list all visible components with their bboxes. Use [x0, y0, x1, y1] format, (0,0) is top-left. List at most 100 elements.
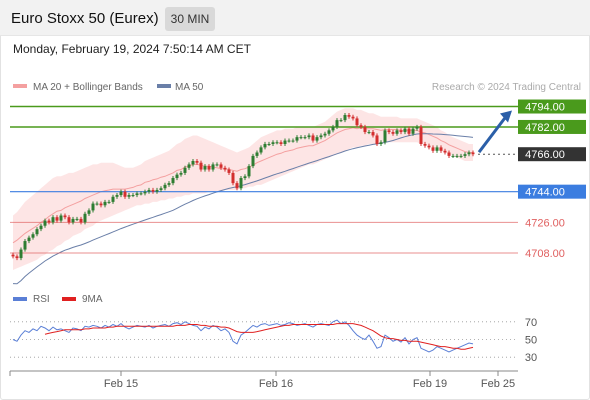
ma50-line	[12, 133, 474, 285]
candle-body	[379, 142, 383, 144]
candle-body	[355, 118, 359, 126]
candle-body	[427, 145, 431, 148]
candle-body	[383, 130, 387, 143]
x-axis-tick-label: Feb 15	[104, 378, 138, 390]
candle-body	[167, 183, 171, 185]
candle-body	[83, 213, 87, 223]
candle-body	[183, 167, 187, 173]
candle-body	[31, 234, 35, 238]
price-level-label: 4708.00	[525, 248, 565, 260]
candle-body	[199, 162, 203, 170]
price-level-label: 4782.00	[525, 122, 565, 134]
candle-body	[87, 210, 91, 214]
candle-body	[339, 120, 343, 122]
candle-body	[71, 218, 75, 223]
rsi-ma-line	[44, 323, 474, 350]
instrument-title: Euro Stoxx 50 (Eurex)	[11, 10, 159, 27]
candle-body	[299, 137, 303, 139]
candle-body	[115, 195, 119, 197]
candle-body	[411, 128, 415, 134]
rsi-ma-legend-swatch	[62, 297, 76, 301]
price-level-tag	[518, 147, 586, 162]
candle-body	[211, 164, 215, 170]
candle-body	[163, 184, 167, 189]
x-axis: Feb 15 Feb 16 Feb 19 Feb 25	[9, 370, 518, 390]
candle-body	[251, 155, 255, 167]
candle-body	[347, 115, 351, 117]
candle-body	[399, 130, 403, 133]
price-panel: 4794.00 4782.00 4766.00 4744.00 4726.00 4708.…	[10, 99, 586, 285]
price-level-label: 4794.00	[525, 102, 565, 114]
rsi-tick-label: 30	[525, 352, 537, 364]
rsi-ma-legend-label: 9MA	[82, 294, 103, 305]
candle-body	[171, 178, 175, 184]
candle-body	[407, 128, 411, 134]
candle-body	[327, 130, 331, 134]
price-level-tag	[518, 184, 586, 199]
candle-body	[67, 217, 71, 223]
rsi-legend: RSI 9MA	[13, 294, 103, 305]
candle-body	[443, 150, 447, 153]
candle-body	[243, 176, 247, 179]
candle-body	[311, 135, 315, 141]
candle-body	[403, 128, 407, 133]
candle-body	[63, 215, 67, 218]
price-level-tag	[518, 119, 586, 134]
candle-body	[23, 241, 27, 250]
ma50-legend-swatch	[157, 84, 171, 88]
candle-body	[359, 125, 363, 127]
price-level-label: 4744.00	[525, 187, 565, 199]
candle-body	[275, 142, 279, 144]
candle-body	[303, 137, 307, 139]
candle-body	[103, 201, 107, 206]
credit-text: Research © 2024 Trading Central	[432, 82, 581, 93]
candle-body	[435, 147, 439, 151]
candle-body	[415, 126, 419, 129]
candle-body	[363, 126, 367, 133]
candle-body	[79, 218, 83, 223]
candle-body	[307, 135, 311, 138]
candle-body	[151, 189, 155, 192]
candle-body	[47, 220, 51, 223]
candle-body	[39, 225, 43, 230]
candle-body	[203, 166, 207, 170]
candle-body	[55, 217, 59, 221]
candle-body	[95, 203, 99, 205]
candle-body	[191, 161, 195, 165]
ma50-legend-label: MA 50	[175, 82, 204, 93]
x-axis-tick-label: Feb 16	[259, 378, 293, 390]
candle-body	[91, 203, 95, 211]
candle-body	[255, 152, 259, 156]
candle-body	[35, 229, 39, 235]
candle-body	[127, 195, 131, 197]
timeframe-button[interactable]: 30 MIN	[165, 7, 215, 31]
candle-body	[343, 115, 347, 121]
candle-body	[239, 178, 243, 189]
candle-body	[107, 201, 111, 203]
candle-body	[131, 195, 135, 197]
candle-body	[447, 152, 451, 156]
candle-body	[139, 193, 143, 195]
candle-body	[283, 140, 287, 144]
candle-body	[179, 172, 183, 175]
candle-body	[11, 254, 15, 257]
candle-body	[75, 218, 79, 220]
candle-body	[387, 130, 391, 133]
candle-body	[351, 116, 355, 119]
ma20-legend-label: MA 20 + Bollinger Bands	[33, 82, 143, 93]
candle-body	[231, 172, 235, 184]
candle-body	[119, 191, 123, 196]
candle-body	[59, 215, 63, 221]
candle-body	[455, 155, 459, 157]
rsi-line	[12, 319, 474, 353]
candle-body	[207, 166, 211, 170]
candle-body	[27, 237, 31, 242]
candle-body	[451, 155, 455, 157]
rsi-tick-label: 50	[525, 335, 537, 347]
rsi-legend-swatch	[13, 297, 27, 301]
candle-body	[19, 249, 23, 259]
candle-body	[147, 189, 151, 192]
candle-body	[143, 191, 147, 194]
candle-body	[263, 143, 267, 148]
